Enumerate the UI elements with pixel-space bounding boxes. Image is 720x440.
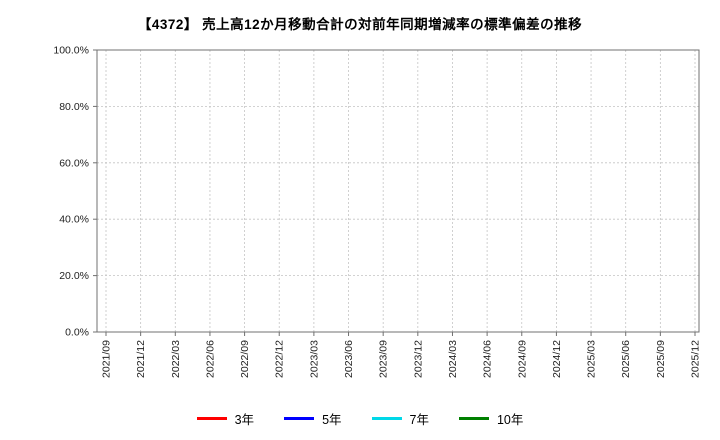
x-tick-label: 2021/09 xyxy=(101,340,113,378)
x-tick-label: 2024/03 xyxy=(447,340,459,378)
chart-title: 【4372】 売上高12か月移動合計の対前年同期増減率の標準偏差の推移 xyxy=(137,17,583,32)
legend-item: 3年 xyxy=(196,409,255,428)
legend-line-swatch xyxy=(196,417,227,420)
x-tick-label: 2022/06 xyxy=(204,340,216,378)
legend-label: 3年 xyxy=(234,413,255,427)
legend-line-swatch xyxy=(284,417,315,420)
legend-item: 5年 xyxy=(284,409,342,428)
x-tick-label: 2023/06 xyxy=(343,340,355,378)
x-tick-label: 2025/03 xyxy=(586,340,598,378)
legend-item: 7年 xyxy=(371,409,429,428)
y-tick-label: 60.0% xyxy=(59,157,89,169)
legend-label: 10年 xyxy=(496,413,524,427)
x-tick-label: 2025/09 xyxy=(655,340,667,378)
legend: 3年 5年 7年 10年 xyxy=(0,409,720,428)
y-tick-label: 0.0% xyxy=(65,327,89,339)
y-tick-label: 80.0% xyxy=(59,101,89,113)
x-tick-label: 2024/12 xyxy=(551,340,563,378)
x-tick-label: 2022/09 xyxy=(239,340,251,378)
y-tick-label: 40.0% xyxy=(59,214,89,226)
legend-label: 5年 xyxy=(322,413,342,427)
legend-item: 10年 xyxy=(458,409,524,428)
x-tick-label: 2025/12 xyxy=(690,340,702,378)
x-tick-label: 2023/03 xyxy=(308,340,320,378)
x-tick-label: 2023/12 xyxy=(412,340,424,378)
y-tick-label: 20.0% xyxy=(59,270,89,282)
plot-border xyxy=(96,49,700,333)
legend-line-swatch xyxy=(458,417,489,420)
y-tick-label: 100.0% xyxy=(53,45,89,57)
x-tick-label: 2024/06 xyxy=(482,340,494,378)
x-tick-label: 2021/12 xyxy=(135,340,147,378)
x-tick-label: 2024/09 xyxy=(516,340,528,378)
legend-label: 7年 xyxy=(409,413,429,427)
x-tick-label: 2022/03 xyxy=(170,340,182,378)
x-tick-label: 2022/12 xyxy=(274,340,286,378)
x-tick-label: 2023/09 xyxy=(378,340,390,378)
legend-line-swatch xyxy=(371,417,402,420)
x-tick-label: 2025/06 xyxy=(620,340,632,378)
